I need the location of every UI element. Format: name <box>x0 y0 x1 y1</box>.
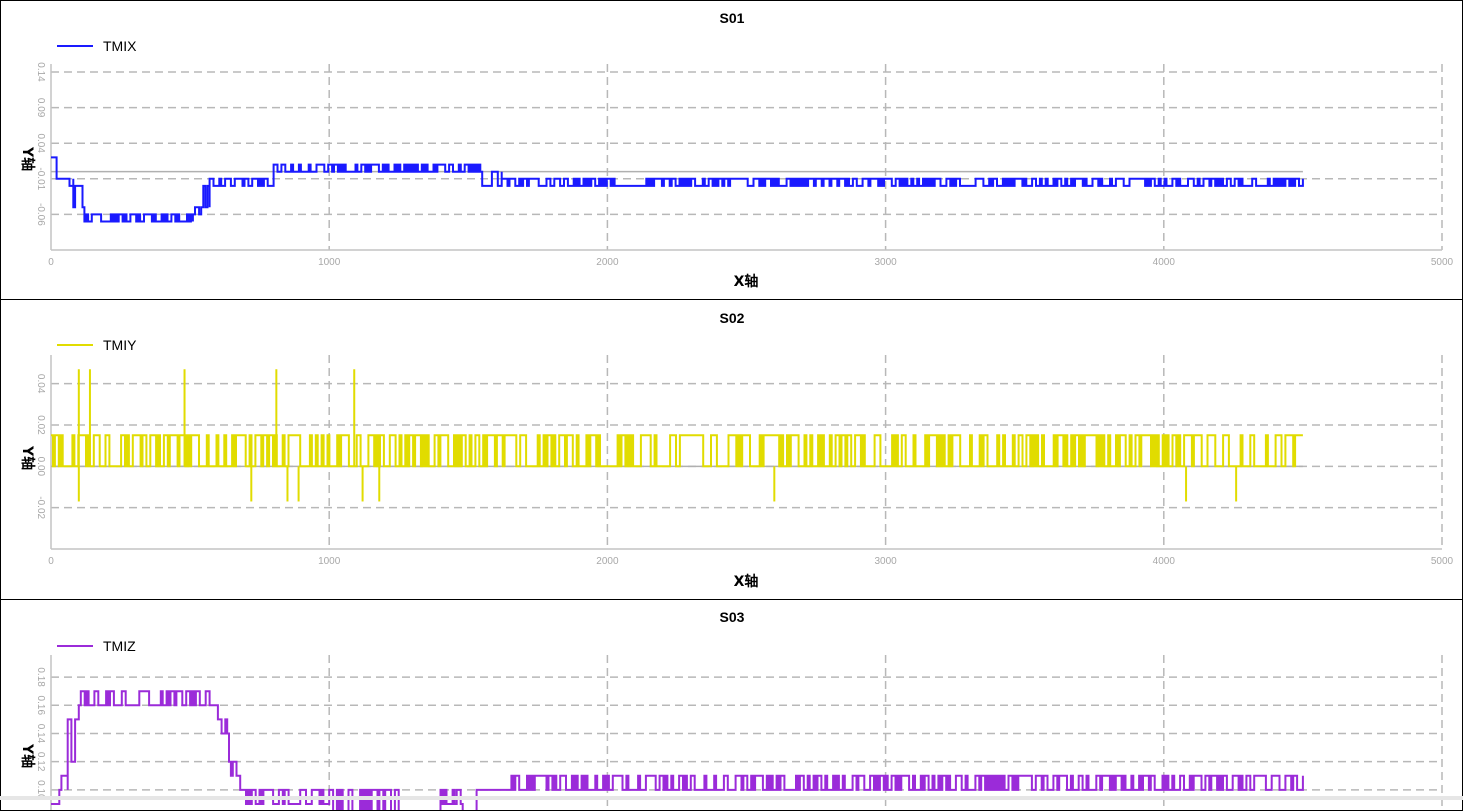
horizontal-scrollbar-track[interactable] <box>0 796 1463 800</box>
grid <box>51 64 1443 250</box>
series-plot <box>51 369 1303 502</box>
x-tick-label: 0 <box>48 556 54 567</box>
series-line-tmix <box>51 156 1304 223</box>
x-tick-label: 3000 <box>874 257 897 268</box>
x-tick-label: 0 <box>48 257 54 268</box>
y-tick-label: 0.04 <box>35 374 46 394</box>
chart-s03: 0.10 0.12 0.14 0.16 0.18 S03 TMIZ Y轴 <box>19 609 1443 810</box>
x-tick-label: 5000 <box>1431 556 1454 567</box>
series-line-tmiz <box>51 690 1304 810</box>
axes: -0.06 -0.01 0.04 0.09 0.14 0 1000 2000 3000 4000 5… <box>35 62 1454 268</box>
y-axis-label: Y轴 <box>19 743 36 768</box>
chart-title: S01 <box>720 10 745 26</box>
x-tick-label: 1000 <box>318 556 341 567</box>
chart-title: S02 <box>720 310 745 326</box>
legend-label[interactable]: TMIZ <box>103 638 136 654</box>
chart-title: S03 <box>720 609 745 625</box>
y-tick-label: 0.16 <box>35 696 46 716</box>
chart-s02: -0.02 0.00 0.02 0.04 0 1000 2000 3000 4000 5000 S… <box>19 310 1454 590</box>
x-tick-label: 3000 <box>874 556 897 567</box>
axes: -0.02 0.00 0.02 0.04 0 1000 2000 3000 4000 5000 <box>35 355 1454 567</box>
y-tick-label: 0.00 <box>35 457 46 477</box>
x-tick-label: 2000 <box>596 257 619 268</box>
series-line-tmiy <box>51 434 1303 468</box>
x-tick-label: 4000 <box>1153 556 1176 567</box>
x-tick-label: 1000 <box>318 257 341 268</box>
x-tick-label: 4000 <box>1153 257 1176 268</box>
y-tick-label: 0.10 <box>35 780 46 800</box>
chart-panel-s01: -0.06 -0.01 0.04 0.09 0.14 0 1000 2000 3000 4000 5… <box>0 0 1463 300</box>
y-tick-label: 0.02 <box>35 415 46 435</box>
y-axis-label: Y轴 <box>19 445 36 470</box>
y-axis-label: Y轴 <box>19 146 36 171</box>
y-tick-label: 0.18 <box>35 667 46 687</box>
grid <box>51 355 1443 549</box>
legend-label[interactable]: TMIY <box>103 337 137 353</box>
y-tick-label: -0.01 <box>35 167 46 190</box>
chart-panel-s03: 0.10 0.12 0.14 0.16 0.18 S03 TMIZ Y轴 <box>0 599 1463 811</box>
y-tick-label: 0.09 <box>35 98 46 118</box>
y-tick-label: 0.14 <box>35 724 46 744</box>
x-tick-label: 2000 <box>596 556 619 567</box>
x-tick-label: 5000 <box>1431 257 1454 268</box>
y-tick-label: -0.02 <box>35 496 46 519</box>
x-axis-label: X轴 <box>734 573 759 590</box>
y-tick-label: -0.06 <box>35 203 46 226</box>
legend-label[interactable]: TMIX <box>103 38 137 54</box>
x-axis-label: X轴 <box>734 273 759 290</box>
series-plot <box>51 156 1304 223</box>
chart-s01: -0.06 -0.01 0.04 0.09 0.14 0 1000 2000 3000 4000 5… <box>19 10 1454 290</box>
y-tick-label: 0.14 <box>35 62 46 82</box>
series-plot <box>51 690 1304 810</box>
chart-panel-s02: -0.02 0.00 0.02 0.04 0 1000 2000 3000 4000 5000 S… <box>0 299 1463 600</box>
y-tick-label: 0.04 <box>35 133 46 153</box>
axes: 0.10 0.12 0.14 0.16 0.18 <box>35 655 52 810</box>
y-tick-label: 0.12 <box>35 752 46 772</box>
